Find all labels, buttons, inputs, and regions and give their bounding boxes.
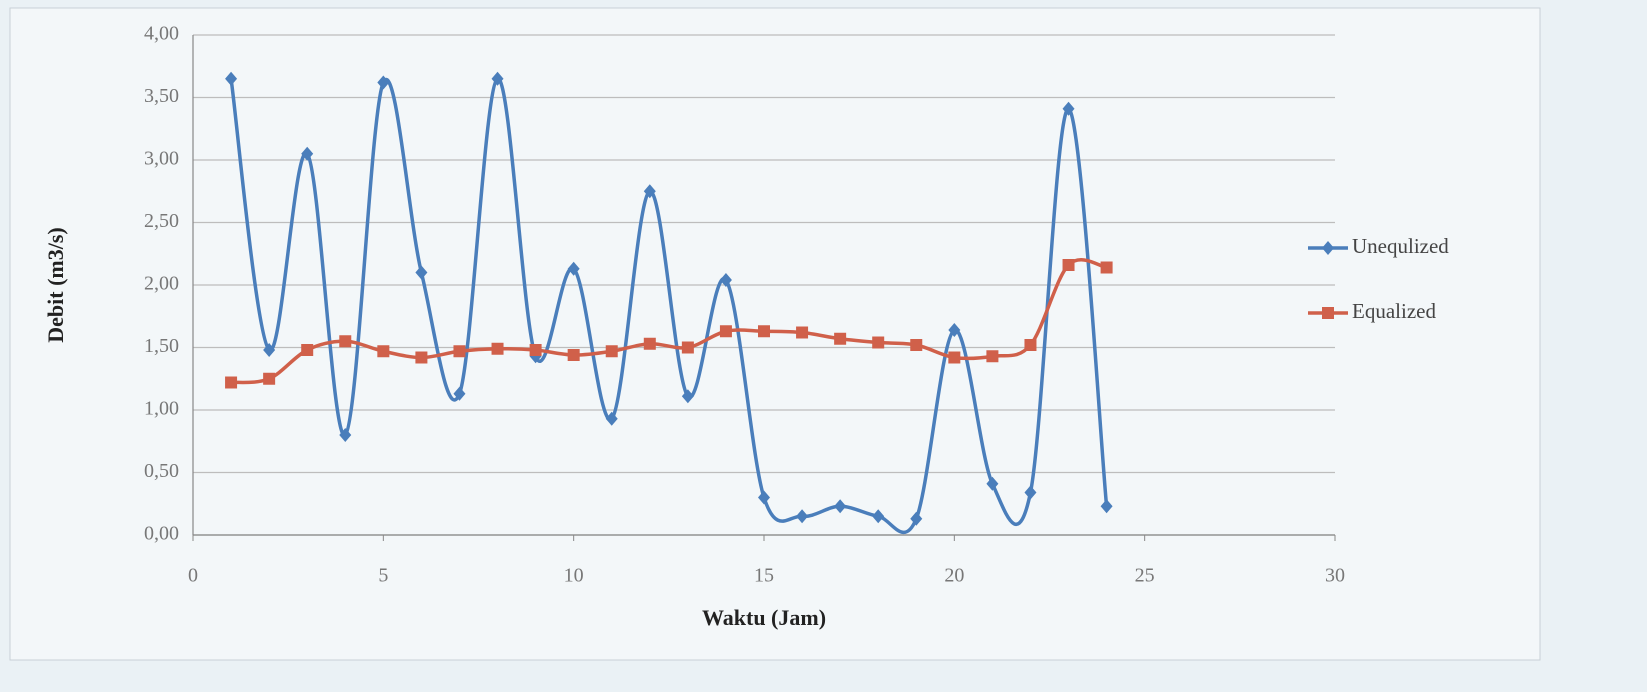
marker xyxy=(415,351,428,364)
legend-marker xyxy=(1322,241,1334,255)
marker xyxy=(681,341,694,354)
y-tick-label: 3,00 xyxy=(144,148,179,170)
marker xyxy=(834,332,847,345)
marker xyxy=(948,351,961,364)
marker xyxy=(225,376,238,389)
marker xyxy=(758,325,770,338)
marker xyxy=(719,325,732,338)
x-tick-label: 15 xyxy=(754,565,774,587)
marker xyxy=(339,335,352,348)
marker xyxy=(758,490,770,505)
marker xyxy=(453,386,466,401)
legend-marker xyxy=(1322,307,1334,319)
marker xyxy=(453,345,466,358)
marker xyxy=(643,337,656,350)
marker xyxy=(948,323,961,337)
marker xyxy=(567,261,580,276)
marker xyxy=(1062,101,1075,116)
marker xyxy=(910,511,923,526)
marker xyxy=(377,345,390,358)
marker xyxy=(491,342,504,355)
chart-frame xyxy=(9,7,1541,661)
marker xyxy=(910,339,923,351)
marker xyxy=(1100,261,1113,274)
y-tick-label: 0,50 xyxy=(144,460,179,482)
x-tick-label: 10 xyxy=(564,565,584,587)
marker xyxy=(1100,499,1113,514)
x-tick-label: 0 xyxy=(188,565,198,587)
marker xyxy=(796,326,809,339)
y-tick-label: 2,50 xyxy=(144,210,179,232)
x-axis-title: Waktu (Jam) xyxy=(702,605,826,630)
marker xyxy=(263,372,276,385)
marker xyxy=(491,71,504,86)
marker xyxy=(301,344,314,356)
marker xyxy=(719,273,732,287)
marker xyxy=(872,336,885,349)
series-line xyxy=(229,76,1109,535)
marker xyxy=(1062,259,1075,271)
legend-label: Unequlized xyxy=(1352,234,1449,258)
marker xyxy=(263,343,276,357)
marker xyxy=(643,184,656,199)
x-tick-label: 20 xyxy=(944,565,964,587)
y-axis-title: Debit (m3/s) xyxy=(43,227,68,342)
marker xyxy=(1024,485,1037,500)
x-tick-label: 25 xyxy=(1135,565,1155,587)
marker xyxy=(834,499,847,514)
y-tick-label: 4,00 xyxy=(144,23,179,45)
marker xyxy=(529,344,542,356)
y-tick-label: 2,00 xyxy=(144,273,179,295)
marker xyxy=(301,146,314,161)
marker xyxy=(605,345,618,358)
marker xyxy=(681,389,694,404)
marker xyxy=(872,509,885,524)
marker xyxy=(605,411,618,426)
x-tick-label: 30 xyxy=(1325,565,1345,587)
marker xyxy=(986,476,999,491)
marker xyxy=(225,71,238,86)
y-tick-label: 3,50 xyxy=(144,85,179,107)
y-tick-label: 0,00 xyxy=(144,523,179,545)
marker xyxy=(1024,339,1037,351)
y-tick-label: 1,50 xyxy=(144,335,179,357)
marker xyxy=(339,428,352,442)
marker xyxy=(986,350,999,363)
marker xyxy=(377,75,390,90)
marker xyxy=(415,265,428,280)
legend-label: Equalized xyxy=(1352,299,1436,323)
marker xyxy=(796,509,809,524)
y-tick-label: 1,00 xyxy=(144,398,179,420)
x-tick-label: 5 xyxy=(378,565,388,587)
marker xyxy=(567,349,580,361)
